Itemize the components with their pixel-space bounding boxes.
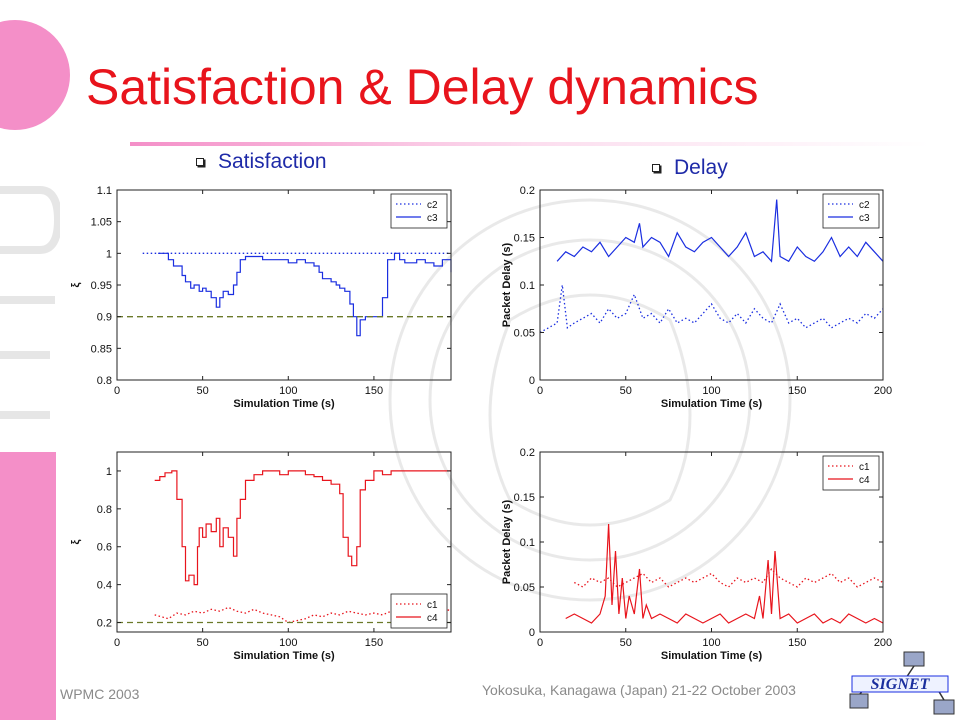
plot-frame — [116, 451, 452, 633]
chart-4: 0 50 100 150 200 0 0.05 0.1 0.15 0.2 Simulation Ti… — [501, 447, 892, 662]
x-tick-label: 50 — [197, 385, 209, 397]
y-tick-label: 1 — [106, 248, 112, 260]
bullet-delay: Delay — [652, 156, 728, 180]
legend-box — [390, 193, 448, 229]
bullet-delay-label: Delay — [674, 156, 728, 179]
x-tick-label: 100 — [702, 385, 720, 397]
y-tick-label: 0.15 — [514, 233, 535, 245]
x-tick-label: 100 — [702, 637, 720, 649]
slide-title: Satisfaction & Delay dynamics — [86, 59, 759, 115]
legend-box — [822, 455, 880, 491]
chart-2: 0 50 100 150 200 0 0.05 0.1 0.15 0.2 Simulation Ti… — [501, 185, 892, 410]
chart-3: 0 50 100 150 0.2 0.4 0.6 0.8 1 Simulation Time (s… — [70, 451, 452, 662]
legend-label-c3: c3 — [859, 213, 870, 224]
legend-label-c3: c3 — [427, 213, 438, 224]
x-tick-label: 50 — [197, 637, 209, 649]
y-tick-label: 0.2 — [97, 618, 112, 630]
legend-box — [390, 593, 448, 629]
decorative-pink-bar — [0, 452, 56, 720]
y-tick-label: 0.05 — [514, 328, 535, 340]
x-tick-label: 150 — [788, 385, 806, 397]
x-axis-label: Simulation Time (s) — [661, 398, 763, 410]
y-tick-label: 0.8 — [97, 375, 112, 387]
y-axis-label: ξ — [70, 282, 82, 287]
y-tick-label: 0.9 — [97, 312, 112, 324]
y-tick-label: 0.4 — [97, 580, 112, 592]
series-line-c2 — [539, 284, 884, 334]
bullet-satisfaction-label: Satisfaction — [218, 150, 327, 173]
x-axis-label: Simulation Time (s) — [661, 650, 763, 662]
x-tick-label: 0 — [537, 385, 543, 397]
series-line-c1 — [573, 567, 884, 588]
footer-conference: WPMC 2003 — [60, 686, 140, 702]
decorative-watermark-letters — [0, 186, 60, 419]
legend-label-c4: c4 — [859, 475, 870, 486]
y-tick-label: 0.95 — [91, 280, 112, 292]
signet-logo: SIGNET — [849, 651, 955, 715]
x-tick-label: 200 — [874, 637, 892, 649]
x-tick-label: 0 — [537, 637, 543, 649]
x-tick-label: 50 — [620, 637, 632, 649]
y-tick-label: 0.1 — [520, 537, 535, 549]
y-tick-label: 0.85 — [91, 343, 112, 355]
x-tick-label: 100 — [279, 385, 297, 397]
y-tick-label: 1.05 — [91, 217, 112, 229]
y-axis-label: ξ — [70, 539, 82, 544]
y-axis-label: Packet Delay (s) — [501, 242, 513, 327]
footer-location-date: Yokosuka, Kanagawa (Japan) 21-22 October… — [482, 682, 796, 698]
logo-text: SIGNET — [871, 676, 931, 693]
x-tick-label: 150 — [788, 637, 806, 649]
x-tick-label: 100 — [279, 637, 297, 649]
x-tick-label: 50 — [620, 385, 632, 397]
background-seal-watermark — [388, 198, 792, 602]
y-tick-label: 0 — [529, 627, 535, 639]
x-tick-label: 150 — [365, 385, 383, 397]
y-axis-label: Packet Delay (s) — [501, 499, 513, 584]
x-tick-label: 150 — [365, 637, 383, 649]
y-tick-label: 0 — [529, 375, 535, 387]
x-axis-label: Simulation Time (s) — [233, 650, 335, 662]
y-tick-label: 0.05 — [514, 582, 535, 594]
x-tick-label: 0 — [114, 637, 120, 649]
y-tick-label: 0.8 — [97, 504, 112, 516]
y-tick-label: 1 — [106, 466, 112, 478]
chart-1: 0 50 100 150 0.8 0.85 0.9 0.95 1 1.05 1.1 Simulatio… — [70, 185, 452, 410]
y-tick-label: 0.6 — [97, 542, 112, 554]
series-line-c4 — [154, 470, 451, 586]
bullet-satisfaction: Satisfaction — [196, 150, 327, 174]
series-line-c3 — [158, 252, 452, 337]
y-tick-label: 0.2 — [520, 447, 535, 459]
series-line-c4 — [565, 523, 884, 624]
series-line-c1 — [154, 606, 452, 624]
x-axis-label: Simulation Time (s) — [233, 398, 335, 410]
y-tick-label: 1.1 — [97, 185, 112, 197]
y-tick-label: 0.2 — [520, 185, 535, 197]
y-tick-label: 0.15 — [514, 492, 535, 504]
bullet-square-icon — [196, 158, 204, 166]
series-line-c3 — [556, 199, 884, 263]
x-tick-label: 0 — [114, 385, 120, 397]
y-tick-label: 0.1 — [520, 280, 535, 292]
legend-label-c2: c2 — [859, 200, 870, 211]
bullet-square-icon — [652, 164, 660, 172]
title-underline — [130, 142, 930, 146]
x-tick-label: 200 — [874, 385, 892, 397]
legend-label-c1: c1 — [859, 462, 870, 473]
legend-label-c2: c2 — [427, 200, 438, 211]
legend-label-c1: c1 — [427, 600, 438, 611]
legend-box — [822, 193, 880, 229]
legend-label-c4: c4 — [427, 613, 438, 624]
